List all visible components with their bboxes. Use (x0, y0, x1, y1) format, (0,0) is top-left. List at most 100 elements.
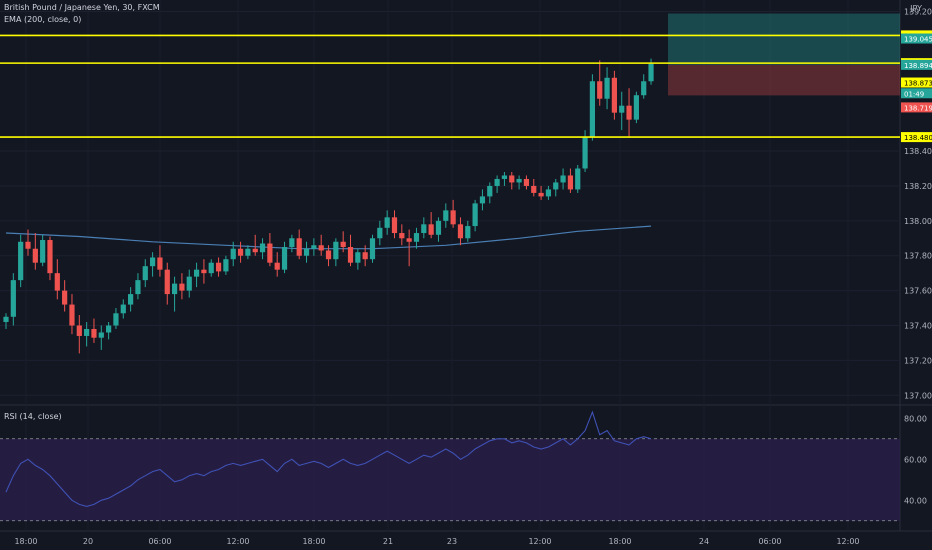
candle-body (582, 137, 588, 169)
candle-body (47, 240, 53, 274)
candle-body (487, 185, 493, 197)
time-tick-label: 18:00 (608, 537, 631, 546)
time-tick-label: 12:00 (836, 537, 859, 546)
candle-body (531, 185, 537, 193)
rsi-legend: RSI (14, close) (4, 412, 62, 421)
candle-body (443, 210, 449, 221)
price-tick-label: 137.600 (904, 287, 932, 296)
candle-body (604, 77, 610, 99)
candle-body (619, 105, 625, 113)
candle-body (516, 178, 522, 183)
price-tag (901, 77, 932, 88)
candle-body (171, 283, 178, 295)
candle-body (193, 269, 200, 277)
ema-legend: EMA (200, close, 0) (4, 15, 82, 24)
horizontal-levels[interactable]: 139.063138.904138.480139.045138.89401:49… (0, 30, 932, 143)
candle-body (113, 313, 119, 326)
candle-body (230, 248, 236, 260)
candle-body (3, 316, 9, 323)
candle-body (318, 245, 324, 251)
candle-body (179, 283, 185, 291)
candle-body (428, 224, 434, 235)
candlestick-series (3, 58, 654, 354)
candle-body (553, 182, 559, 190)
candle-body (575, 168, 581, 190)
candle-body (494, 178, 500, 186)
candle-body (545, 189, 552, 197)
candle-body (340, 241, 346, 247)
candle-body (106, 325, 112, 333)
candle-body (157, 257, 163, 270)
price-tick-label: 138.400 (904, 147, 932, 156)
price-tag (901, 33, 932, 44)
price-tag-text: 139.045 (904, 36, 932, 44)
rsi-tick-label: 40.00 (904, 496, 927, 505)
candle-body (611, 77, 617, 113)
candle-body (259, 243, 266, 253)
loss-zone[interactable] (668, 64, 900, 96)
candle-body (32, 248, 38, 263)
time-tick-label: 12:00 (226, 537, 249, 546)
candle-body (538, 192, 544, 197)
candle-body (303, 248, 310, 256)
candle-body (215, 262, 222, 272)
candle-body (84, 328, 90, 336)
level-price-text: 138.480 (904, 134, 932, 142)
candle-body (479, 196, 486, 204)
time-tick-label: 20 (83, 537, 93, 546)
rsi-band-fill (0, 438, 900, 521)
candle-body (626, 105, 632, 120)
price-tag-text: 138.873 (904, 80, 932, 88)
candle-body (641, 81, 647, 96)
time-tick-label: 06:00 (758, 537, 781, 546)
candle-body (289, 238, 295, 247)
time-tick-label: 18:00 (14, 537, 37, 546)
candle-body (472, 203, 478, 227)
axes: 139.200 138.400 138.200 138.000 137.800 137.6… (14, 7, 932, 546)
candle-body (150, 257, 156, 267)
candle-body (69, 304, 75, 326)
price-tick-label: 138.200 (904, 182, 932, 191)
rsi-line (5, 410, 652, 507)
candle-body (296, 238, 302, 256)
currency-label: JPY (910, 4, 922, 13)
price-tag-text: 138.719 (904, 104, 932, 112)
candle-body (201, 269, 207, 274)
candle-body (186, 276, 192, 291)
time-tick-label: 24 (699, 537, 709, 546)
candle-body (267, 243, 273, 263)
candle-body (18, 241, 24, 281)
position-tool[interactable] (668, 13, 900, 96)
candle-body (465, 226, 471, 239)
candle-body (311, 245, 317, 249)
candle-body (142, 266, 148, 281)
candle-body (164, 269, 170, 295)
candle-body (589, 81, 595, 138)
candle-body (325, 250, 332, 260)
candle-body (355, 252, 361, 263)
candle-body (560, 175, 566, 183)
candle-body (369, 238, 376, 260)
candle-body (413, 233, 420, 242)
candle-body (362, 252, 368, 260)
candle-body (648, 63, 654, 82)
candle-body (281, 246, 288, 270)
candle-body (509, 175, 515, 183)
price-tag-text: 01:49 (904, 90, 924, 98)
price-tag-text: 138.894 (904, 62, 932, 70)
profit-zone[interactable] (668, 13, 900, 65)
rsi-pane (0, 410, 900, 522)
candle-body (274, 262, 280, 270)
candle-body (501, 175, 508, 179)
candle-body (384, 217, 390, 228)
candle-body (135, 280, 141, 295)
candle-body (25, 241, 31, 249)
price-tick-label: 137.800 (904, 252, 932, 261)
candle-body (421, 224, 427, 234)
candle-body (377, 227, 383, 239)
candle-body (120, 304, 126, 314)
time-tick-label: 06:00 (148, 537, 171, 546)
candle-body (76, 325, 82, 336)
candle-body (450, 210, 456, 225)
